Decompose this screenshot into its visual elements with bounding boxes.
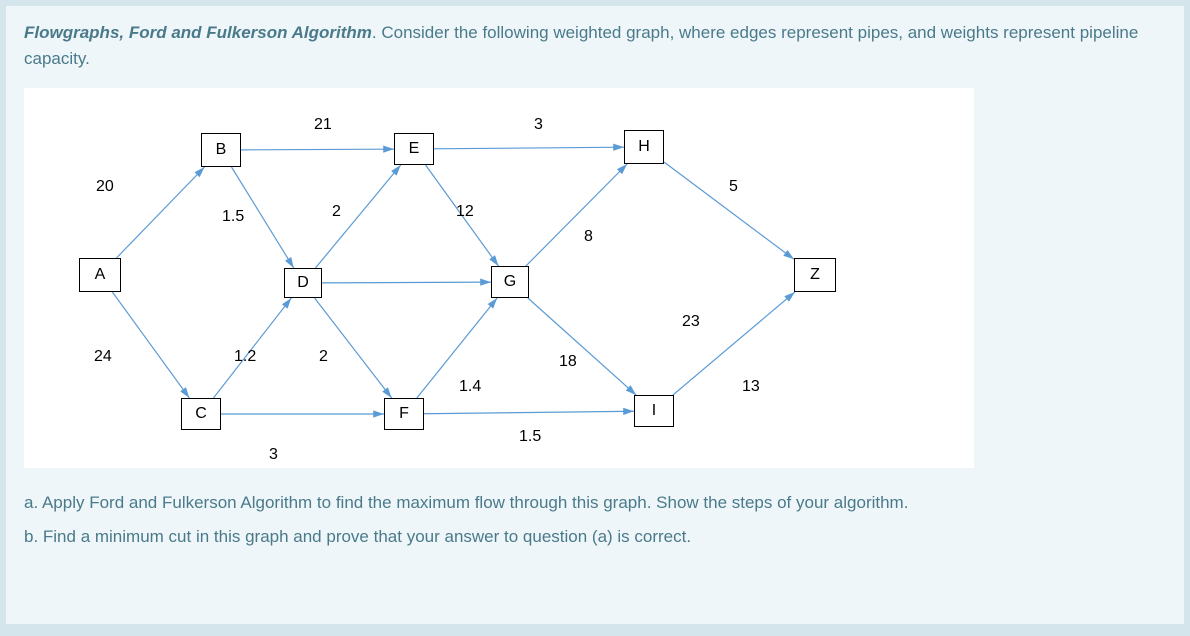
edge-d-e [315,165,400,268]
edge-label-c-d: 1.2 [234,348,256,366]
edge-label-h-z: 5 [729,178,738,196]
edge-b-e [241,149,394,150]
edge-f-i [424,411,634,414]
edge-d-g [322,282,491,283]
node-g: G [491,266,529,298]
edge-label-c-f: 3 [269,446,278,464]
edge-label-f-g: 18 [559,353,577,371]
edge-label-a-b: 20 [96,178,114,196]
edge-label-b-e: 21 [314,116,332,134]
node-z: Z [794,258,836,292]
edge-label-f-i: 1.5 [519,428,541,446]
node-i: I [634,395,674,427]
edge-a-c [112,292,189,398]
edge-label-i-z: 13 [742,378,760,396]
edge-label-e-g: 12 [456,203,474,221]
questions-block: a. Apply Ford and Fulkerson Algorithm to… [24,486,1166,554]
edge-a-b [116,167,204,258]
node-d: D [284,268,322,298]
node-h: H [624,130,664,164]
node-a: A [79,258,121,292]
content-box: Flowgraphs, Ford and Fulkerson Algorithm… [6,6,1184,624]
edge-g-h [526,164,627,266]
edge-label-b-d: 1.5 [222,208,244,226]
edge-label-d-f: 2 [319,348,328,366]
edge-f-g [417,298,497,398]
edge-label-g-i: 23 [682,313,700,331]
node-f: F [384,398,424,430]
question-b: b. Find a minimum cut in this graph and … [24,520,1166,554]
question-a: a. Apply Ford and Fulkerson Algorithm to… [24,486,1166,520]
node-b: B [201,133,241,167]
edge-h-z [664,162,794,259]
edge-label-d-e: 2 [332,203,341,221]
edge-label-e-h: 3 [534,116,543,134]
edge-i-z [673,292,795,395]
flow-graph-diagram: A B C D E F G H I Z 20 24 1.5 21 1.2 3 2 2 1.4 12 3 18 1.5 8 23 5… [24,88,974,468]
node-e: E [394,133,434,165]
edge-label-d-g: 1.4 [459,378,481,396]
edge-label-g-h: 8 [584,228,593,246]
edge-label-a-c: 24 [94,348,112,366]
title-bold: Flowgraphs, Ford and Fulkerson Algorithm [24,23,372,42]
edge-g-i [528,298,636,395]
node-c: C [181,398,221,430]
edge-e-h [434,147,624,149]
problem-statement: Flowgraphs, Ford and Fulkerson Algorithm… [24,20,1166,71]
